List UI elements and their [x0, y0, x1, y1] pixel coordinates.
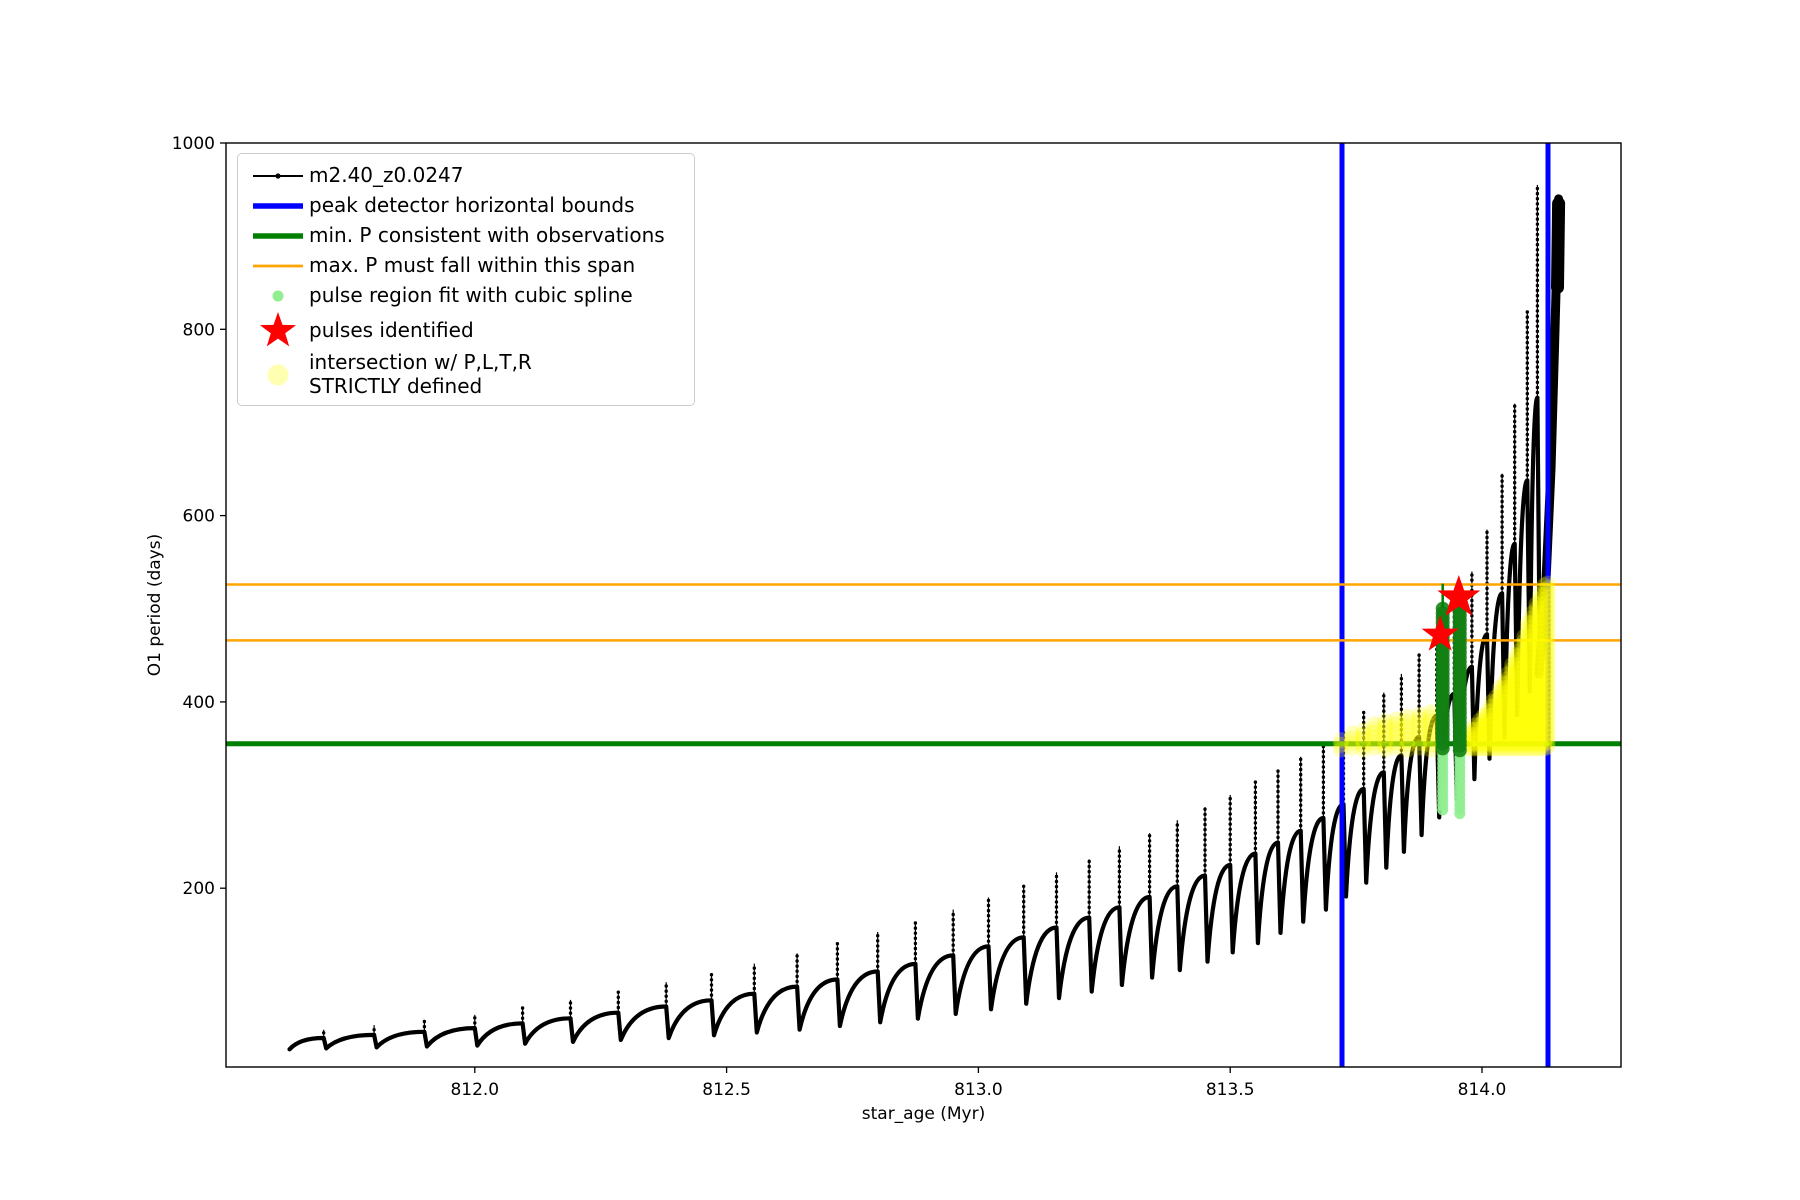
- legend-handle: [247, 358, 309, 392]
- legend-entry: max. P must fall within this span: [247, 251, 680, 281]
- y-tick-label: 600: [183, 507, 215, 527]
- x-tick-label: 813.5: [1206, 1080, 1255, 1100]
- legend-handle: [247, 311, 309, 351]
- legend-handle: [247, 251, 309, 281]
- legend-label: m2.40_z0.0247: [309, 163, 464, 188]
- legend-entry: peak detector horizontal bounds: [247, 191, 680, 221]
- axes-box: [225, 142, 1622, 1068]
- x-tick-label: 812.0: [450, 1080, 499, 1100]
- legend-entry: m2.40_z0.0247: [247, 161, 680, 191]
- intersection-scatter: [1333, 575, 1556, 758]
- y-tick-label: 200: [183, 879, 215, 899]
- legend-label: min. P consistent with observations: [309, 223, 665, 248]
- max-p-span: [226, 583, 1621, 642]
- legend-label: max. P must fall within this span: [309, 253, 636, 278]
- span-line-icon: [253, 264, 303, 268]
- series-sawtooth: [287, 183, 1542, 1052]
- x-axis-label: star_age (Myr): [862, 1104, 985, 1124]
- y-tick-label: 1000: [172, 134, 215, 154]
- legend-handle: [247, 221, 309, 251]
- spline-dot-icon: [272, 290, 284, 302]
- intersection-dot-icon: [267, 364, 289, 386]
- legend-label: pulses identified: [309, 318, 474, 343]
- x-tick-label: 813.0: [954, 1080, 1003, 1100]
- x-tick-label: 814.0: [1458, 1080, 1507, 1100]
- legend-label: pulse region fit with cubic spline: [309, 283, 633, 308]
- bound-line-icon: [253, 233, 303, 239]
- legend-label: intersection w/ P,L,T,R STRICTLY defined: [309, 350, 532, 398]
- bound-line-icon: [253, 203, 303, 209]
- legend-entry: min. P consistent with observations: [247, 221, 680, 251]
- legend-entry: pulse region fit with cubic spline: [247, 281, 680, 311]
- axis-ticks: 812.0 812.5 813.0 813.5 814.0 200 400 600 800 100…: [172, 134, 1507, 1100]
- legend-entry: pulses identified: [247, 311, 680, 351]
- y-tick-label: 400: [183, 693, 215, 713]
- pulse-star-icon: [259, 312, 297, 347]
- x-tick-label: 812.5: [702, 1080, 751, 1100]
- y-tick-label: 800: [183, 320, 215, 340]
- peak-detector-bounds: [1339, 143, 1551, 1067]
- legend-handle: [247, 191, 309, 221]
- series-line-icon: [253, 173, 303, 179]
- legend-handle: [247, 281, 309, 311]
- legend-entry: intersection w/ P,L,T,R STRICTLY defined: [247, 350, 680, 398]
- series-final-rise: [1534, 194, 1566, 679]
- y-axis-label: O1 period (days): [145, 534, 165, 677]
- legend-handle: [247, 161, 309, 191]
- legend-label: peak detector horizontal bounds: [309, 193, 635, 218]
- pulses-identified: [1421, 574, 1481, 651]
